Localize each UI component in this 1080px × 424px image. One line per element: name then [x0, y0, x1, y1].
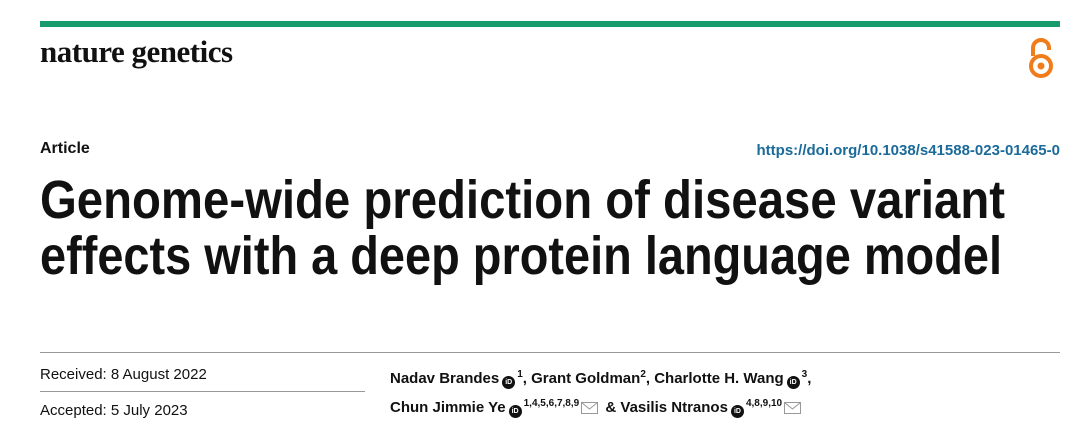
affiliation: 4,8,9,10 [745, 398, 783, 409]
orcid-icon[interactable]: iD [786, 376, 800, 389]
affiliation: 3 [801, 369, 808, 380]
divider [40, 352, 1060, 353]
orcid-icon[interactable]: iD [508, 405, 522, 418]
orcid-icon[interactable]: iD [502, 376, 516, 389]
author-list: Nadav Brandes iD1, Grant Goldman2, Charlo… [390, 362, 1070, 420]
separator: , [522, 370, 527, 387]
article-title: Genome-wide prediction of disease varian… [40, 170, 1005, 286]
author-name[interactable]: Grant Goldman [531, 370, 641, 387]
author-name[interactable]: Nadav Brandes [390, 370, 500, 387]
doi-link[interactable]: https://doi.org/10.1038/s41588-023-01465… [756, 142, 1061, 159]
title-line: Genome-wide prediction of disease varian… [40, 170, 1005, 230]
divider [40, 391, 365, 392]
affiliation: 1,4,5,6,7,8,9 [523, 398, 580, 409]
separator: , [807, 370, 812, 387]
journal-name[interactable]: nature genetics [40, 34, 233, 69]
author-name[interactable]: Charlotte H. Wang [654, 370, 784, 387]
received-date: Received: 8 August 2022 [40, 366, 207, 383]
author-name[interactable]: & Vasilis Ntranos [605, 399, 728, 416]
separator: , [645, 370, 651, 387]
journal-bar [40, 21, 1060, 27]
title-line: effects with a deep protein language mod… [40, 226, 1002, 286]
open-access-icon [1029, 38, 1053, 78]
article-type: Article [40, 140, 90, 157]
mail-icon[interactable] [784, 402, 802, 414]
affiliation: 1 [517, 369, 523, 380]
mail-icon[interactable] [581, 402, 599, 414]
author-name[interactable]: Chun Jimmie Ye [390, 399, 506, 416]
accepted-date: Accepted: 5 July 2023 [40, 402, 188, 419]
orcid-icon[interactable]: iD [730, 405, 744, 418]
affiliation: 2 [640, 369, 646, 380]
